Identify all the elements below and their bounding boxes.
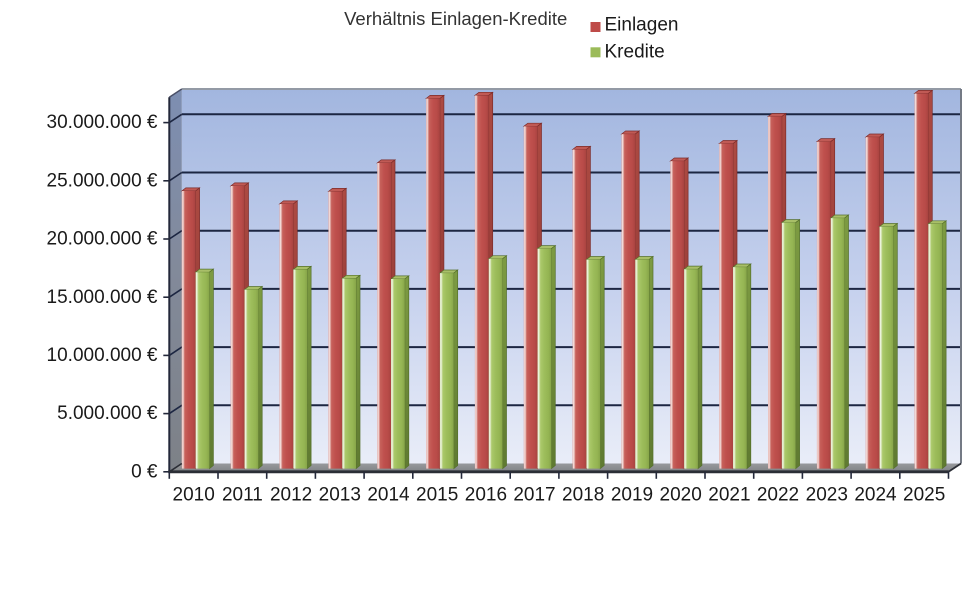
svg-text:2022: 2022 [757, 484, 799, 505]
svg-text:5.000.000 €: 5.000.000 € [57, 403, 158, 424]
svg-text:2011: 2011 [222, 484, 263, 505]
svg-text:2020: 2020 [660, 484, 702, 505]
svg-text:0 €: 0 € [131, 461, 158, 482]
svg-text:20.000.000 €: 20.000.000 € [47, 229, 158, 250]
svg-text:30.000.000 €: 30.000.000 € [47, 112, 158, 133]
svg-text:2010: 2010 [173, 484, 215, 505]
svg-text:2025: 2025 [903, 484, 945, 505]
svg-text:2021: 2021 [708, 484, 750, 505]
svg-text:2015: 2015 [416, 484, 458, 505]
svg-text:Einlagen: Einlagen [605, 15, 679, 36]
svg-text:2012: 2012 [270, 484, 312, 505]
svg-text:10.000.000 €: 10.000.000 € [47, 345, 158, 366]
svg-text:2013: 2013 [319, 484, 361, 505]
svg-text:2016: 2016 [465, 484, 507, 505]
svg-text:Verhältnis Einlagen-Kredite: Verhältnis Einlagen-Kredite [344, 8, 567, 29]
svg-text:2019: 2019 [611, 484, 653, 505]
svg-text:2024: 2024 [854, 484, 897, 505]
svg-text:2023: 2023 [806, 484, 848, 505]
svg-text:2014: 2014 [367, 484, 410, 505]
svg-text:2017: 2017 [513, 484, 555, 505]
svg-text:2018: 2018 [562, 484, 604, 505]
svg-text:15.000.000 €: 15.000.000 € [47, 287, 158, 308]
svg-text:Kredite: Kredite [605, 42, 665, 63]
svg-text:25.000.000 €: 25.000.000 € [47, 170, 158, 191]
